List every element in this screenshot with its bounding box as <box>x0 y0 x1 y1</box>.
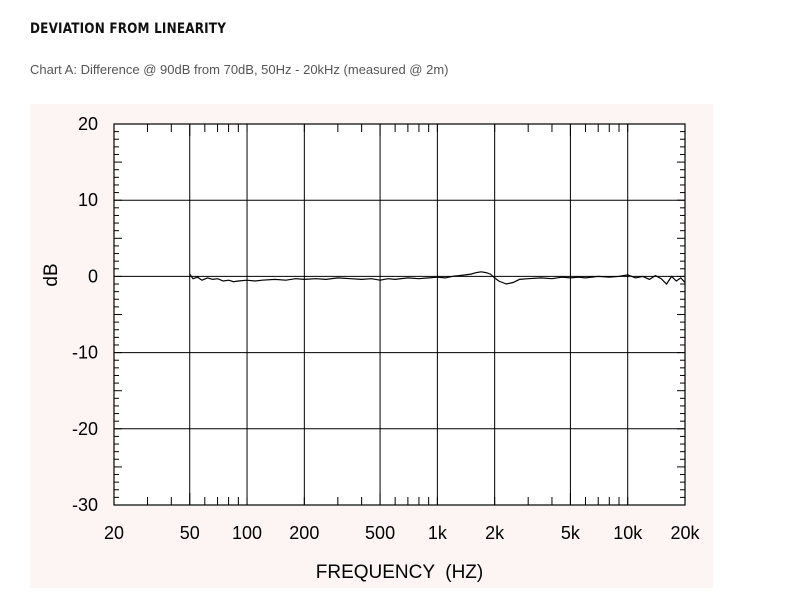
plot-area <box>114 124 685 505</box>
frequency-response-chart: 20 50 100 200 500 1k 2k 5k 10k 20k 20100-10-20-30… <box>30 104 713 588</box>
x-tick-label: 2k <box>485 523 505 543</box>
y-tick-label: -10 <box>72 343 98 363</box>
y-tick-label: 0 <box>88 266 98 286</box>
y-tick-label: 10 <box>78 190 98 210</box>
chart-caption: Chart A: Difference @ 90dB from 70dB, 50… <box>30 62 449 77</box>
x-tick-label: 20 <box>104 523 124 543</box>
x-tick-label: 500 <box>365 523 395 543</box>
x-tick-label: 50 <box>180 523 200 543</box>
x-axis-label: FREQUENCY (HZ) <box>316 562 483 583</box>
y-axis-label: dB <box>41 263 62 286</box>
section-heading: DEVIATION FROM LINEARITY <box>30 21 226 37</box>
x-tick-label: 100 <box>232 523 262 543</box>
x-tick-label: 20k <box>670 523 700 543</box>
x-tick-label: 5k <box>561 523 581 543</box>
y-tick-label: -30 <box>72 495 98 515</box>
x-tick-label: 200 <box>289 523 319 543</box>
x-tick-label: 10k <box>613 523 643 543</box>
x-tick-label: 1k <box>428 523 448 543</box>
y-tick-label: 20 <box>78 114 98 134</box>
y-tick-label: -20 <box>72 419 98 439</box>
